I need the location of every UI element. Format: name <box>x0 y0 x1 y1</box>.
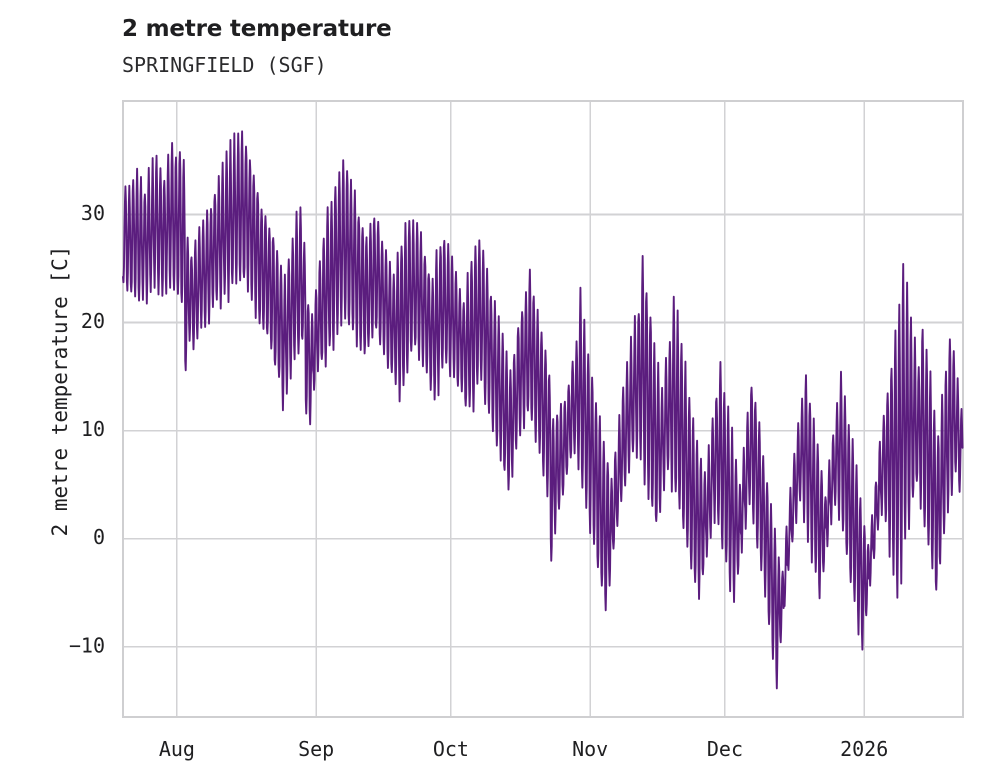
plot-border <box>122 100 964 718</box>
x-tick-label: Aug <box>159 737 195 761</box>
temperature-series <box>122 130 964 690</box>
x-tick-label: Nov <box>572 737 608 761</box>
x-axis-ticks: Aug Sep Oct Nov Dec 2026 <box>159 737 888 761</box>
y-tick-label: −10 <box>69 633 105 657</box>
x-tick-label: Oct <box>433 737 469 761</box>
x-tick-label: Dec <box>707 737 743 761</box>
x-tick-label: 2026 <box>840 737 888 761</box>
y-tick-label: 10 <box>81 417 105 441</box>
y-tick-label: 30 <box>81 201 105 225</box>
chart-title: 2 metre temperature <box>122 16 392 42</box>
chart-subtitle: SPRINGFIELD (SGF) <box>122 53 327 77</box>
y-tick-label: 0 <box>93 525 105 549</box>
x-tick-label: Sep <box>298 737 334 761</box>
y-tick-label: 20 <box>81 309 105 333</box>
y-axis-ticks: −10 0 10 20 30 <box>69 201 105 657</box>
